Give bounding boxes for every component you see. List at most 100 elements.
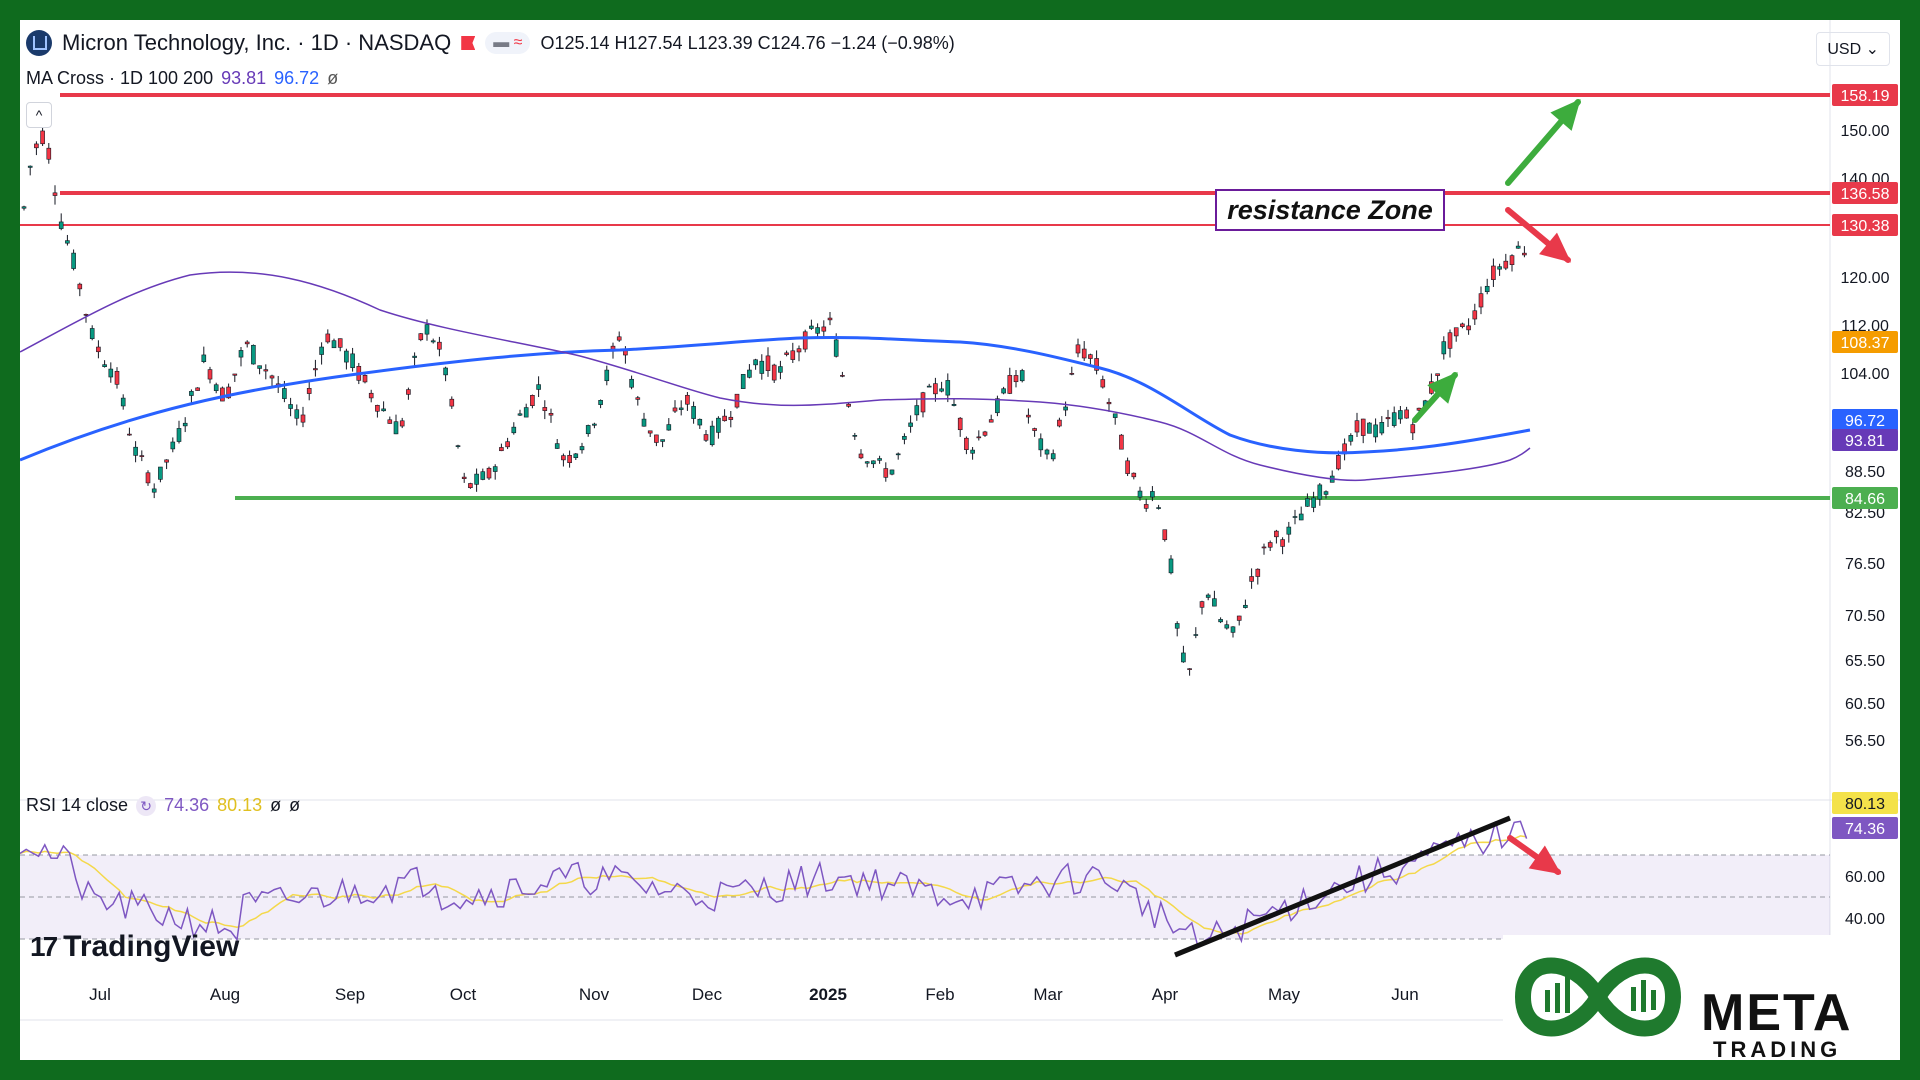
candle-body bbox=[238, 350, 244, 358]
candle-body bbox=[1187, 668, 1192, 670]
candle-body bbox=[1205, 594, 1211, 598]
rsi-ma-value: 80.13 bbox=[217, 795, 263, 815]
candle-body bbox=[263, 369, 269, 372]
candle bbox=[567, 450, 572, 468]
candle-body bbox=[430, 340, 436, 343]
candle-body bbox=[926, 385, 932, 388]
candle-body bbox=[1236, 615, 1242, 621]
price-axis[interactable]: 150.00140.00120.00112.00104.0088.5082.50… bbox=[1841, 123, 1890, 928]
candle-body bbox=[399, 420, 405, 427]
micron-logo-icon bbox=[26, 30, 52, 56]
candle-body bbox=[716, 417, 721, 433]
candle bbox=[1236, 615, 1242, 626]
candle-body bbox=[1466, 325, 1471, 331]
candle-body bbox=[89, 328, 95, 339]
time-tick-label: Jul bbox=[89, 985, 111, 1004]
candle bbox=[1329, 470, 1335, 483]
symbol-title[interactable]: Micron Technology, Inc. · 1D · NASDAQ bbox=[62, 30, 452, 55]
candle-body bbox=[821, 326, 827, 332]
candle-body bbox=[424, 324, 430, 335]
candle-body bbox=[1112, 413, 1118, 418]
candle bbox=[629, 375, 634, 390]
candle bbox=[207, 366, 213, 384]
candle-body bbox=[871, 460, 876, 465]
candle bbox=[139, 450, 145, 462]
resistance-annotation[interactable]: resistance Zone bbox=[1215, 189, 1445, 231]
candle-body bbox=[40, 130, 45, 145]
candle-body bbox=[455, 445, 461, 447]
candle-body bbox=[381, 408, 386, 412]
meta-wordmark: META bbox=[1701, 984, 1853, 1042]
time-axis[interactable]: Jul Aug Sep Oct Nov Dec 2025 Feb Mar Apr May Jun bbox=[89, 985, 1419, 1004]
candle-body bbox=[77, 283, 83, 290]
candle-body bbox=[623, 350, 628, 356]
candle bbox=[1410, 419, 1416, 441]
candle bbox=[58, 213, 64, 231]
candle bbox=[1013, 370, 1019, 388]
candle-body bbox=[920, 392, 926, 413]
candle bbox=[337, 338, 343, 352]
candle bbox=[536, 376, 541, 398]
price-tag-96.72-label: 96.72 bbox=[1845, 413, 1885, 430]
candle-body bbox=[654, 434, 659, 443]
candle bbox=[331, 338, 337, 349]
time-tick-label: Mar bbox=[1033, 985, 1063, 1004]
candle-body bbox=[747, 369, 752, 378]
flag-icon[interactable] bbox=[461, 36, 476, 50]
candle-body bbox=[1094, 358, 1099, 371]
candle bbox=[1509, 254, 1515, 272]
candle-body bbox=[802, 331, 808, 350]
candle bbox=[1360, 418, 1366, 444]
candle-body bbox=[1168, 558, 1174, 574]
candle-body bbox=[1162, 529, 1168, 541]
candle bbox=[1447, 329, 1453, 358]
candle bbox=[1311, 491, 1316, 513]
candle-body bbox=[480, 471, 486, 480]
candle-body bbox=[1441, 341, 1447, 355]
candle bbox=[412, 352, 417, 367]
candle bbox=[1218, 617, 1223, 624]
rsi-band bbox=[20, 854, 1830, 940]
candle bbox=[238, 347, 244, 367]
candle bbox=[1181, 645, 1186, 663]
candle bbox=[1094, 350, 1099, 375]
time-tick-label: Aug bbox=[210, 985, 240, 1004]
candle bbox=[1137, 486, 1143, 501]
resistance-label: resistance Zone bbox=[1227, 195, 1433, 225]
ma-cross-legend[interactable]: MA Cross · 1D 100 200 93.81 96.72 ø bbox=[26, 68, 338, 89]
candle-body bbox=[27, 165, 33, 168]
candle-body bbox=[418, 333, 424, 341]
time-tick-label: Jun bbox=[1391, 985, 1418, 1004]
chart-window: 150.00 140.00 120.00 112.00 104.00 88.50 82.50… bbox=[20, 20, 1900, 1060]
candle bbox=[914, 399, 920, 421]
candle-body bbox=[46, 147, 52, 160]
candle bbox=[759, 354, 765, 380]
toggle-pill[interactable]: ▬ ≈ bbox=[485, 32, 531, 54]
candle bbox=[1441, 336, 1447, 360]
candle-body bbox=[1336, 455, 1341, 470]
candle-body bbox=[232, 373, 238, 376]
candle bbox=[201, 346, 207, 364]
candle-body bbox=[1385, 417, 1391, 420]
candle bbox=[1274, 529, 1279, 544]
tradingview-logo-icon: 17 bbox=[30, 931, 58, 962]
candle bbox=[920, 391, 926, 418]
candle-body bbox=[158, 466, 163, 480]
price-chart[interactable]: 150.00140.00120.00112.00104.0088.5082.50… bbox=[20, 20, 1900, 1060]
refresh-icon[interactable]: ↻ bbox=[136, 795, 157, 816]
candle-body bbox=[976, 436, 982, 439]
price-tag-93.81-bg bbox=[1832, 429, 1898, 451]
candle-body bbox=[771, 364, 777, 381]
candle-body bbox=[889, 469, 895, 475]
candle-body bbox=[331, 340, 337, 349]
candle-body bbox=[1174, 623, 1180, 629]
horizontal-levels[interactable] bbox=[20, 93, 1830, 500]
collapse-chevron-icon[interactable]: ^ bbox=[26, 102, 52, 128]
direction-arrows[interactable] bbox=[1412, 98, 1581, 875]
currency-selector[interactable]: USD ⌄ bbox=[1816, 32, 1890, 66]
candle bbox=[195, 387, 200, 391]
rsi-legend[interactable]: RSI 14 close ↻ 74.36 80.13 ø ø bbox=[26, 795, 300, 816]
candle bbox=[288, 397, 293, 417]
candle bbox=[182, 417, 188, 433]
candle bbox=[1286, 521, 1292, 543]
